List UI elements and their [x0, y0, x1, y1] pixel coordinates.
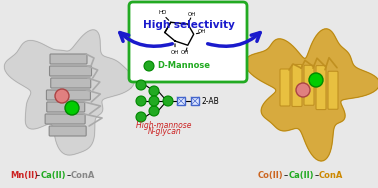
Circle shape [144, 61, 154, 71]
FancyBboxPatch shape [45, 114, 85, 124]
Text: N-glycan: N-glycan [148, 127, 182, 136]
Text: OH: OH [188, 12, 196, 17]
Text: OH: OH [181, 50, 189, 55]
Text: –: – [36, 171, 40, 180]
Text: ConA: ConA [319, 171, 343, 180]
FancyArrowPatch shape [120, 33, 172, 46]
Circle shape [55, 89, 69, 103]
Circle shape [136, 96, 146, 106]
Text: –: – [284, 171, 288, 180]
FancyBboxPatch shape [49, 126, 86, 136]
Circle shape [149, 86, 159, 96]
Text: Ca(II): Ca(II) [40, 171, 66, 180]
Text: 2-AB: 2-AB [202, 96, 220, 105]
FancyBboxPatch shape [47, 102, 85, 112]
FancyBboxPatch shape [46, 90, 90, 100]
Circle shape [136, 80, 146, 90]
Text: D-Mannose: D-Mannose [157, 61, 210, 70]
FancyBboxPatch shape [177, 97, 185, 105]
Text: OH: OH [198, 29, 206, 34]
Polygon shape [245, 29, 378, 161]
Text: Mn(II): Mn(II) [10, 171, 38, 180]
FancyBboxPatch shape [191, 97, 199, 105]
Polygon shape [4, 30, 134, 155]
Circle shape [296, 83, 310, 97]
Text: ConA: ConA [71, 171, 95, 180]
Text: HO: HO [158, 10, 166, 15]
FancyBboxPatch shape [129, 2, 247, 82]
Text: High selectivity: High selectivity [143, 20, 235, 30]
Circle shape [149, 96, 159, 106]
Circle shape [163, 96, 173, 106]
Text: Ca(II): Ca(II) [288, 171, 314, 180]
FancyBboxPatch shape [50, 66, 91, 76]
FancyBboxPatch shape [280, 69, 290, 106]
FancyBboxPatch shape [50, 54, 87, 64]
FancyBboxPatch shape [292, 64, 302, 106]
Circle shape [309, 73, 323, 87]
Text: High-mannose: High-mannose [136, 121, 194, 130]
Circle shape [136, 112, 146, 122]
FancyBboxPatch shape [51, 78, 91, 88]
Circle shape [65, 101, 79, 115]
FancyBboxPatch shape [304, 65, 314, 105]
Text: Co(II): Co(II) [258, 171, 284, 180]
FancyBboxPatch shape [328, 71, 338, 109]
Circle shape [149, 106, 159, 116]
FancyArrowPatch shape [208, 33, 260, 46]
Text: –: – [66, 171, 70, 180]
Text: OH: OH [171, 50, 179, 55]
FancyBboxPatch shape [316, 66, 326, 110]
Text: –: – [314, 171, 318, 180]
